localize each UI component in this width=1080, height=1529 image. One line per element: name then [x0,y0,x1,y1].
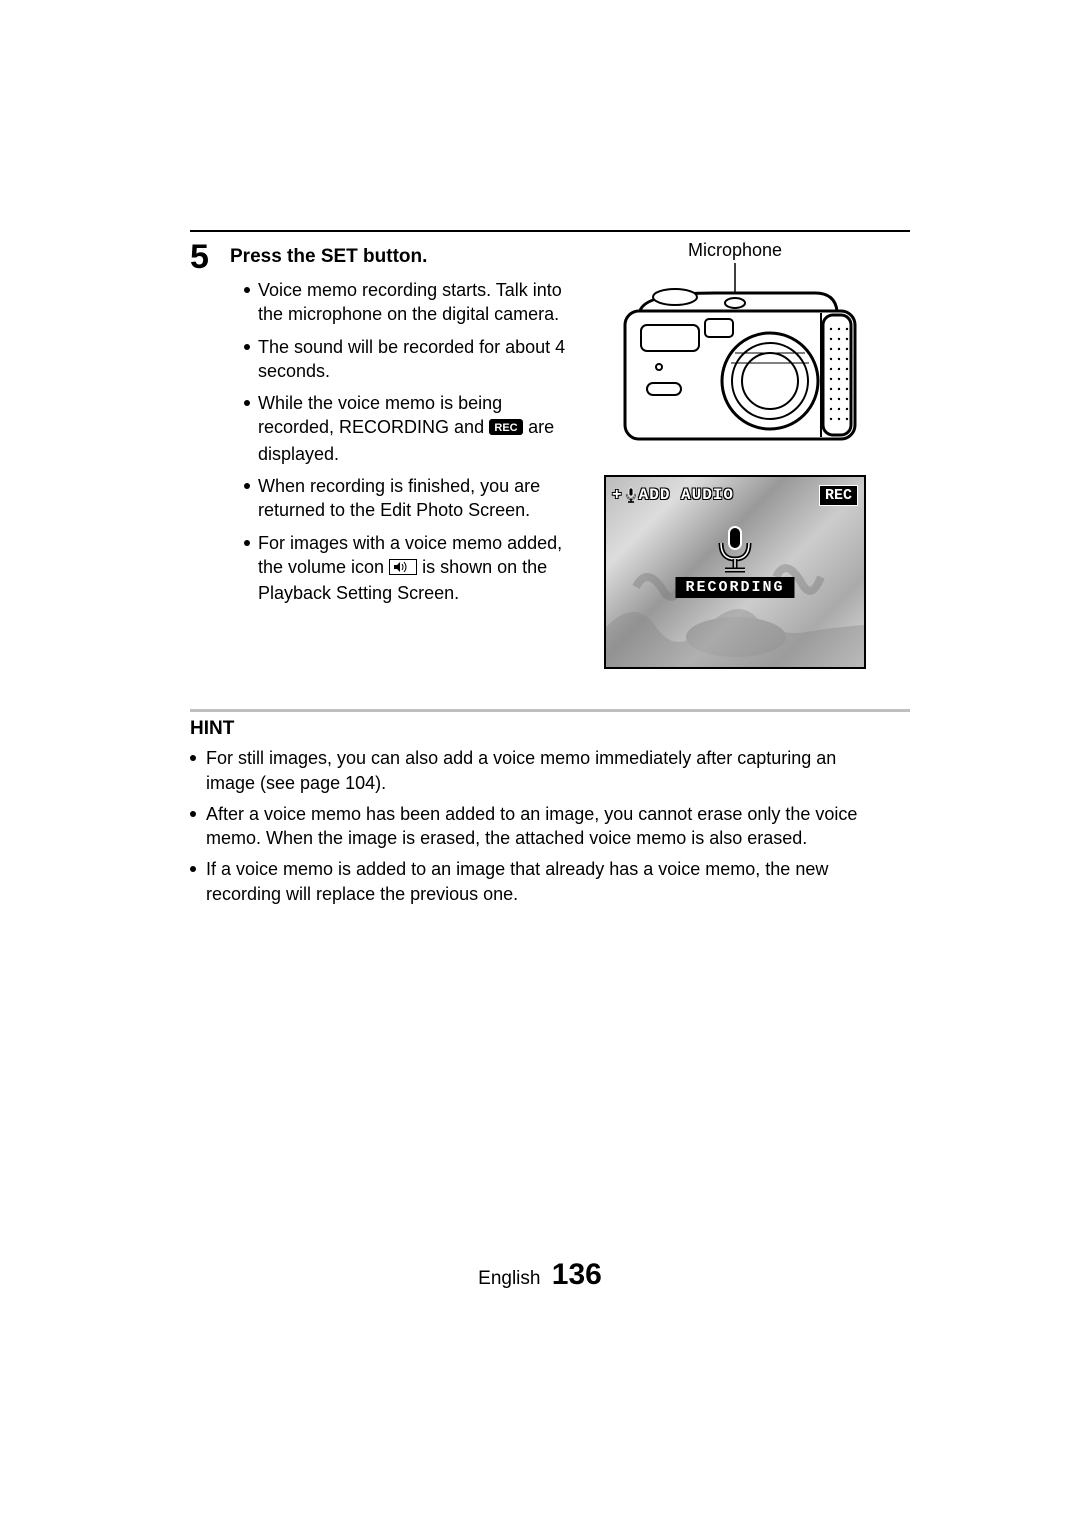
microphone-label: Microphone [580,240,890,261]
step-text-column: Press the SET button. Voice memo recordi… [230,240,580,669]
add-audio-label: + ADD AUDIO [612,486,734,504]
rec-badge: REC [819,485,858,506]
bullet: When recording is finished, you are retu… [244,474,570,523]
hint-bullets: For still images, you can also add a voi… [190,746,910,907]
bullet: Voice memo recording starts. Talk into t… [244,278,570,327]
recording-label: RECORDING [675,577,794,598]
mic-small-icon [625,487,637,503]
svg-text:REC: REC [494,422,517,434]
lcd-top-row: + ADD AUDIO REC [612,483,858,507]
footer-page-number: 136 [552,1258,602,1291]
hint-bullet: For still images, you can also add a voi… [190,746,886,796]
bullet: The sound will be recorded for about 4 s… [244,335,570,384]
step-body: Press the SET button. Voice memo recordi… [230,240,910,669]
volume-icon [389,557,417,581]
top-rule [190,230,910,232]
step-number: 5 [190,240,230,274]
step-bullets: Voice memo recording starts. Talk into t… [244,278,570,606]
hint-title: HINT [190,718,910,740]
page-footer: English 136 [0,1258,1080,1292]
bullet-text: While the voice memo is being recorded, … [258,393,502,437]
diagram-column: Microphone [580,240,890,669]
manual-page: 5 Press the SET button. Voice memo recor… [190,230,910,913]
bullet: For images with a voice memo added, the … [244,531,570,606]
plus-sign: + [612,486,623,504]
hint-rule [190,709,910,712]
add-audio-text: ADD AUDIO [639,486,734,504]
step-5: 5 Press the SET button. Voice memo recor… [190,240,910,669]
hint-bullet: After a voice memo has been added to an … [190,802,886,852]
camera-illustration [585,263,885,463]
footer-language: English [478,1268,540,1289]
mic-large-icon [715,525,755,575]
rec-icon: REC [489,417,523,441]
lcd-screen: + ADD AUDIO REC [604,475,866,669]
step-title: Press the SET button. [230,246,570,268]
hint-bullet: If a voice memo is added to an image tha… [190,857,886,907]
bullet: While the voice memo is being recorded, … [244,391,570,466]
